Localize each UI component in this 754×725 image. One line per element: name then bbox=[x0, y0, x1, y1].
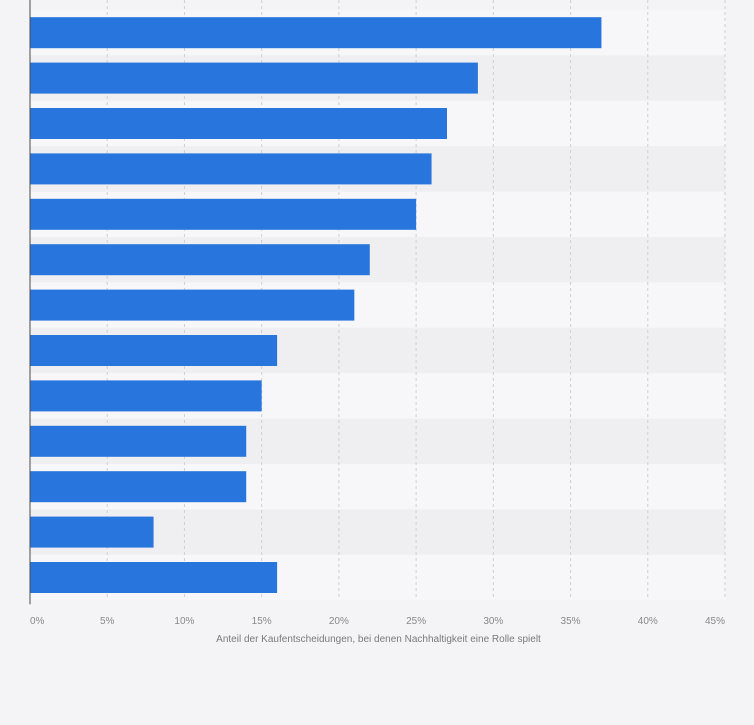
bar[interactable] bbox=[30, 244, 370, 276]
x-axis-title: Anteil der Kaufentscheidungen, bei denen… bbox=[216, 634, 541, 645]
x-tick-label: 30% bbox=[483, 616, 503, 627]
x-tick-label: 45% bbox=[705, 616, 725, 627]
x-tick-label: 10% bbox=[174, 616, 194, 627]
bar[interactable] bbox=[30, 425, 247, 457]
x-tick-label: 40% bbox=[638, 616, 658, 627]
x-axis-ticks: 0% 5% 10% 15% 20% 25% 30% 35% 40% 45% bbox=[30, 616, 725, 627]
bars bbox=[30, 17, 602, 593]
bar[interactable] bbox=[30, 471, 247, 503]
x-tick-label: 20% bbox=[329, 616, 349, 627]
bar[interactable] bbox=[30, 289, 355, 321]
x-tick-label: 35% bbox=[561, 616, 581, 627]
bar[interactable] bbox=[30, 562, 278, 593]
x-tick-label: 0% bbox=[30, 616, 45, 627]
bar[interactable] bbox=[30, 335, 278, 366]
bar[interactable] bbox=[30, 380, 262, 412]
bar[interactable] bbox=[30, 516, 154, 548]
x-tick-label: 5% bbox=[100, 616, 115, 627]
bar[interactable] bbox=[30, 108, 447, 139]
x-tick-label: 15% bbox=[252, 616, 272, 627]
bar[interactable] bbox=[30, 198, 417, 230]
x-tick-label: 25% bbox=[406, 616, 426, 627]
bar[interactable] bbox=[30, 153, 432, 185]
bar[interactable] bbox=[30, 17, 602, 49]
bar[interactable] bbox=[30, 62, 478, 94]
